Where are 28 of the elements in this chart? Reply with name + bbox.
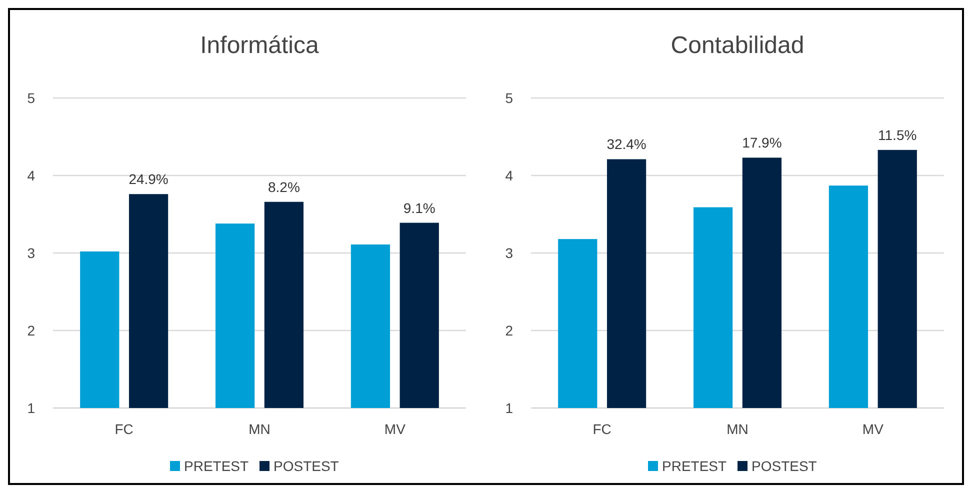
y-tick-label: 1 — [505, 400, 514, 416]
legend-label: PRETEST — [184, 458, 250, 474]
annotation: 11.5% — [878, 126, 917, 143]
x-tick-label: MV — [384, 421, 406, 437]
x-tick-label: FC — [592, 421, 612, 437]
y-tick-label: 5 — [27, 90, 36, 106]
y-tick-label: 4 — [27, 167, 36, 184]
y-tick-label: 3 — [505, 244, 514, 261]
legend-label: POSTEST — [752, 458, 818, 474]
y-tick-label: 2 — [505, 322, 514, 338]
chart-title: Contabilidad — [670, 32, 804, 59]
annotation: 24.9% — [128, 171, 168, 188]
annotation: 8.2% — [268, 178, 300, 195]
y-tick-label: 3 — [27, 244, 36, 261]
legend-label: PRETEST — [662, 458, 728, 474]
annotation: 32.4% — [606, 136, 646, 152]
annotation: 9.1% — [403, 200, 436, 216]
y-tick-label: 2 — [27, 322, 36, 338]
legend-label: POSTEST — [274, 458, 340, 474]
y-tick-label: 4 — [505, 167, 514, 184]
y-tick-label: 1 — [27, 400, 36, 416]
x-tick-label: MV — [862, 421, 884, 437]
x-tick-label: MN — [726, 421, 748, 437]
x-tick-label: MN — [248, 421, 270, 437]
annotation: 17.9% — [742, 134, 782, 151]
y-tick-label: 5 — [505, 90, 514, 106]
chart-title: Informática — [200, 32, 320, 59]
x-tick-label: FC — [114, 421, 134, 437]
